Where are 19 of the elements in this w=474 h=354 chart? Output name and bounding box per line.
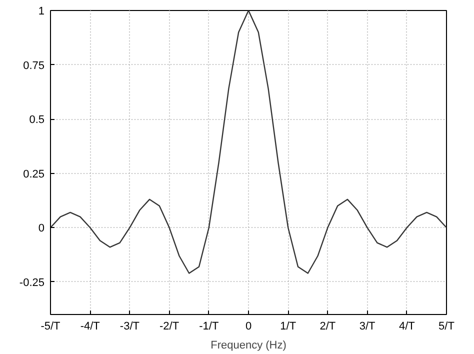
x-tick-label: 4/T bbox=[398, 320, 416, 332]
x-tick-label: -3/T bbox=[120, 320, 140, 332]
x-tick-label: -1/T bbox=[199, 320, 219, 332]
y-tick-label: 0.5 bbox=[29, 114, 45, 126]
x-tick-label: 0 bbox=[245, 320, 252, 332]
x-tick-label: -2/T bbox=[160, 320, 180, 332]
y-tick-label: 0.75 bbox=[23, 60, 45, 72]
x-axis-title: Frequency (Hz) bbox=[210, 340, 286, 352]
y-tick-label: -0.25 bbox=[19, 276, 45, 289]
x-tick-label: -4/T bbox=[80, 320, 100, 332]
x-tick-label: 2/T bbox=[320, 320, 336, 332]
x-tick-label: 1/T bbox=[280, 320, 296, 332]
y-tick-label: 0.25 bbox=[23, 168, 45, 180]
x-tick-label: 5/T bbox=[438, 320, 455, 332]
x-tick-label: -5/T bbox=[40, 320, 61, 332]
x-tick-label: 3/T bbox=[359, 320, 376, 332]
y-tick-label: 1 bbox=[38, 6, 45, 18]
line-series bbox=[50, 10, 446, 274]
y-tick-label: 0 bbox=[38, 222, 45, 235]
